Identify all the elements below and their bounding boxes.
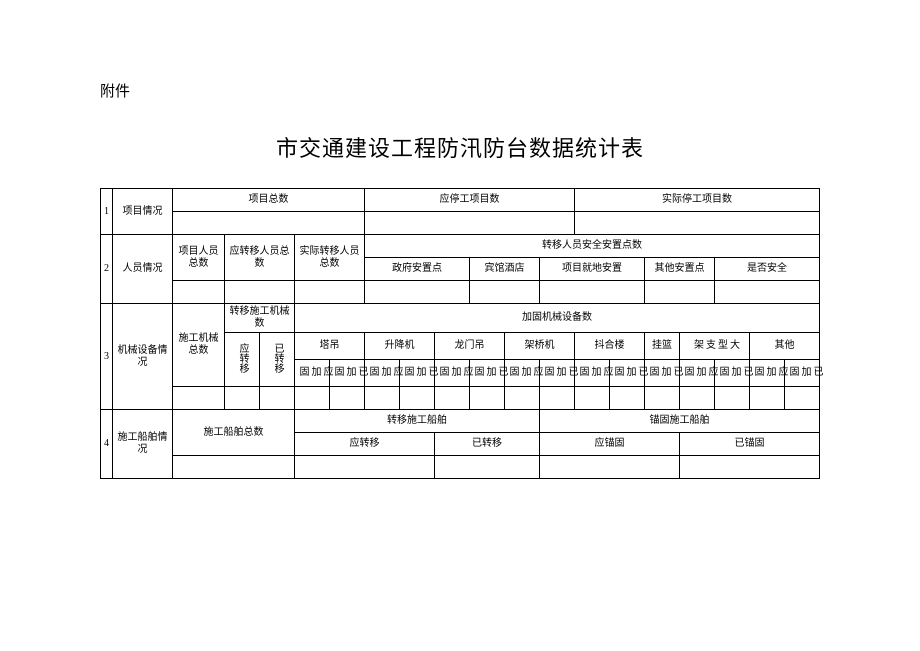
s1-should-stop-val (365, 212, 575, 235)
v2 (330, 387, 365, 410)
s3-bridge-r: 已加固 (540, 360, 575, 387)
s3-basket: 挂篮 (645, 333, 680, 360)
s2-placement-header: 转移人员安全安置点数 (365, 235, 820, 258)
s3-gantry: 龙门吊 (435, 333, 505, 360)
s3-lift-sr: 应加固 (365, 360, 400, 387)
v11 (645, 387, 680, 410)
s3-transfer-machines: 转移施工机械数 (225, 304, 295, 333)
s4-total-ships: 施工船舶总数 (173, 410, 295, 456)
v13 (715, 387, 750, 410)
s1-name: 项目情况 (113, 189, 173, 235)
s2-safe: 是否安全 (715, 258, 820, 281)
s2-onsite-val (540, 281, 645, 304)
v5 (435, 387, 470, 410)
s1-num: 1 (101, 189, 113, 235)
s1-total: 项目总数 (173, 189, 365, 212)
s3-num: 3 (101, 304, 113, 410)
s3-attach-r: 已加固 (610, 360, 645, 387)
s3-reinforce-header: 加固机械设备数 (295, 304, 820, 333)
s3-sm-val (225, 387, 260, 410)
s2-gov-val (365, 281, 470, 304)
s3-gantry-r: 已加固 (470, 360, 505, 387)
s4-st-val (295, 456, 435, 479)
s2-actual-transfer-val (295, 281, 365, 304)
s1-total-val (173, 212, 365, 235)
s2-total-personnel-val (173, 281, 225, 304)
s3-should-move: 应转移 (225, 333, 260, 387)
s2-other: 其他安置点 (645, 258, 715, 281)
s3-tower-r: 已加固 (330, 360, 365, 387)
s2-num: 2 (101, 235, 113, 304)
s3-gantry-sr: 应加固 (435, 360, 470, 387)
s1-actual-stop-val (575, 212, 820, 235)
s3-large-sr: 应加固 (680, 360, 715, 387)
s2-onsite: 项目就地安置 (540, 258, 645, 281)
s4-total-val (173, 456, 295, 479)
s3-tower-sr: 应加固 (295, 360, 330, 387)
s4-anchored: 已锚固 (680, 433, 820, 456)
s3-basket-r: 已加固 (645, 360, 680, 387)
s3-large-r: 已加固 (715, 360, 750, 387)
v12 (680, 387, 715, 410)
s3-name: 机械设备情况 (113, 304, 173, 410)
stats-table: 1 项目情况 项目总数 应停工项目数 实际停工项目数 2 人员情况 项目人员总数… (100, 188, 820, 479)
s3-moved: 已转移 (260, 333, 295, 387)
v3 (365, 387, 400, 410)
s3-attach-sr: 应加固 (575, 360, 610, 387)
v1 (295, 387, 330, 410)
s2-should-transfer-val (225, 281, 295, 304)
s3-attach: 抖合楼 (575, 333, 645, 360)
s2-actual-transfer: 实际转移人员总数 (295, 235, 365, 281)
s3-other-eq: 其他 (750, 333, 820, 360)
v15 (785, 387, 820, 410)
s4-sa-val (540, 456, 680, 479)
s4-transferred: 已转移 (435, 433, 540, 456)
s1-should-stop: 应停工项目数 (365, 189, 575, 212)
v10 (610, 387, 645, 410)
s3-lift: 升降机 (365, 333, 435, 360)
v6 (470, 387, 505, 410)
s3-other-r: 已加固 (785, 360, 820, 387)
s3-total-machines: 施工机械总数 (173, 304, 225, 387)
v4 (400, 387, 435, 410)
s4-num: 4 (101, 410, 113, 479)
s4-anchor-ships: 锚固施工船舶 (540, 410, 820, 433)
v14 (750, 387, 785, 410)
s2-gov: 政府安置点 (365, 258, 470, 281)
s2-hotel-val (470, 281, 540, 304)
s3-bridge-sr: 应加固 (505, 360, 540, 387)
s2-safe-val (715, 281, 820, 304)
v7 (505, 387, 540, 410)
s2-should-transfer: 应转移人员总数 (225, 235, 295, 281)
s2-hotel: 宾馆酒店 (470, 258, 540, 281)
s3-tower: 塔吊 (295, 333, 365, 360)
s4-a-val (680, 456, 820, 479)
s4-transfer-ships: 转移施工船舶 (295, 410, 540, 433)
attachment-label: 附件 (100, 80, 820, 101)
v8 (540, 387, 575, 410)
s3-large-support: 大型支架 (680, 333, 750, 360)
s2-other-val (645, 281, 715, 304)
s4-t-val (435, 456, 540, 479)
s1-actual-stop: 实际停工项目数 (575, 189, 820, 212)
s3-other-sr: 应加固 (750, 360, 785, 387)
v9 (575, 387, 610, 410)
s2-total-personnel: 项目人员总数 (173, 235, 225, 281)
page-title: 市交通建设工程防汛防台数据统计表 (100, 131, 820, 163)
s3-total-val (173, 387, 225, 410)
s4-should-transfer: 应转移 (295, 433, 435, 456)
s3-m-val (260, 387, 295, 410)
s4-should-anchor: 应锚固 (540, 433, 680, 456)
s3-lift-r: 已加固 (400, 360, 435, 387)
s3-bridge: 架桥机 (505, 333, 575, 360)
s4-name: 施工船舶情况 (113, 410, 173, 479)
s2-name: 人员情况 (113, 235, 173, 304)
